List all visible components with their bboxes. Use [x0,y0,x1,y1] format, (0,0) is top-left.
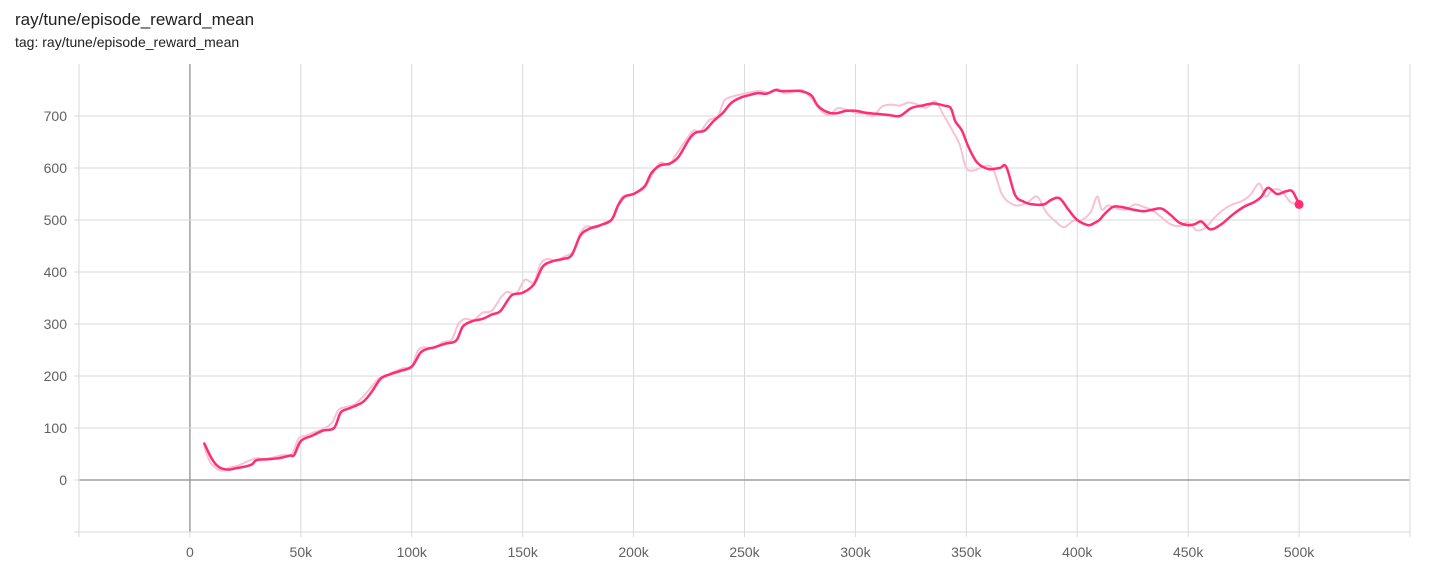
x-tick-label: 250k [729,544,760,560]
raw-series-line [203,88,1301,472]
y-tick-label: 300 [44,316,68,332]
x-tick-label: 100k [397,544,428,560]
x-tick-labels: 0 50k 100k 150k 200k 250k 300k 350k 400k 450k 500k [186,544,1315,560]
y-tick-label: 100 [44,420,68,436]
last-point-marker [1294,199,1304,209]
y-tick-label: 700 [44,108,68,124]
chart-card-header: ray/tune/episode_reward_mean tag: ray/tu… [15,8,254,52]
x-tick-label: 150k [507,544,538,560]
chart-series [203,88,1304,472]
chart-tag: tag: ray/tune/episode_reward_mean [15,34,240,50]
x-gridlines [78,64,1411,537]
x-tick-label: 400k [1062,544,1093,560]
y-tick-label: 500 [44,212,68,228]
x-tick-label: 0 [186,544,194,560]
y-gridlines [74,115,1410,533]
x-tick-label: 50k [290,544,314,560]
smoothed-series-line [203,88,1301,471]
chart-axes [78,64,1411,533]
y-tick-label: 400 [44,264,68,280]
y-tick-labels: 0 100 200 300 400 500 600 700 [44,108,68,488]
x-tick-label: 300k [840,544,871,560]
y-tick-label: 200 [44,368,68,384]
y-tick-label: 600 [44,160,68,176]
y-tick-label: 0 [59,472,67,488]
x-tick-label: 350k [951,544,982,560]
chart-title: ray/tune/episode_reward_mean [15,10,255,29]
x-tick-label: 200k [618,544,649,560]
x-tick-label: 450k [1173,544,1204,560]
x-tick-label: 500k [1284,544,1315,560]
